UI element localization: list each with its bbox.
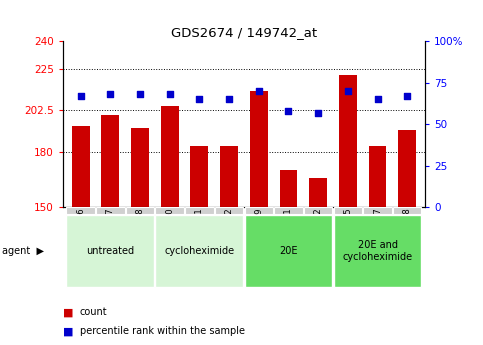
Point [106, 92, 114, 97]
Bar [244, 207, 273, 214]
Point [136, 92, 144, 97]
Text: ■: ■ [63, 307, 73, 317]
Bar [339, 75, 357, 207]
Bar [96, 207, 125, 214]
Bar [369, 146, 386, 207]
Text: GSM67165: GSM67165 [343, 207, 352, 253]
Text: ■: ■ [63, 326, 73, 336]
Title: GDS2674 / 149742_at: GDS2674 / 149742_at [171, 26, 317, 39]
Text: untreated: untreated [86, 246, 134, 256]
Text: GSM67171: GSM67171 [195, 207, 204, 253]
Text: GSM67159: GSM67159 [254, 207, 263, 253]
Point [225, 97, 233, 102]
Bar [131, 128, 149, 207]
Bar [250, 91, 268, 207]
Bar [334, 207, 362, 214]
Point [403, 93, 411, 99]
Text: GSM67162: GSM67162 [313, 207, 323, 253]
Text: cycloheximide: cycloheximide [164, 246, 234, 256]
Text: GSM67167: GSM67167 [373, 207, 382, 253]
Bar [185, 207, 213, 214]
Bar [66, 207, 95, 214]
Point [255, 88, 263, 94]
Bar [274, 207, 303, 214]
Point [314, 110, 322, 115]
Bar [71, 126, 89, 207]
Text: 20E: 20E [279, 246, 298, 256]
Bar [101, 115, 119, 207]
Bar [309, 178, 327, 207]
Bar [220, 146, 238, 207]
Text: GSM67172: GSM67172 [225, 207, 234, 253]
Text: GSM67161: GSM67161 [284, 207, 293, 253]
Point [284, 108, 292, 114]
Text: GSM67168: GSM67168 [403, 207, 412, 253]
Bar [156, 207, 184, 214]
Text: agent  ▶: agent ▶ [2, 246, 44, 256]
Bar [398, 130, 416, 207]
Bar [156, 215, 243, 287]
Text: GSM67170: GSM67170 [165, 207, 174, 253]
Bar [393, 207, 422, 214]
Point [196, 97, 203, 102]
Bar [244, 215, 332, 287]
Bar [304, 207, 332, 214]
Point [77, 93, 85, 99]
Text: GSM67158: GSM67158 [136, 207, 144, 253]
Bar [126, 207, 154, 214]
Text: percentile rank within the sample: percentile rank within the sample [80, 326, 245, 336]
Point [166, 92, 173, 97]
Point [344, 88, 352, 94]
Text: GSM67156: GSM67156 [76, 207, 85, 253]
Bar [66, 215, 154, 287]
Bar [190, 146, 208, 207]
Bar [363, 207, 392, 214]
Bar [334, 215, 422, 287]
Text: GSM67157: GSM67157 [106, 207, 115, 253]
Bar [161, 106, 179, 207]
Bar [215, 207, 243, 214]
Text: count: count [80, 307, 107, 317]
Point [374, 97, 382, 102]
Bar [280, 170, 298, 207]
Text: 20E and
cycloheximide: 20E and cycloheximide [342, 240, 412, 262]
